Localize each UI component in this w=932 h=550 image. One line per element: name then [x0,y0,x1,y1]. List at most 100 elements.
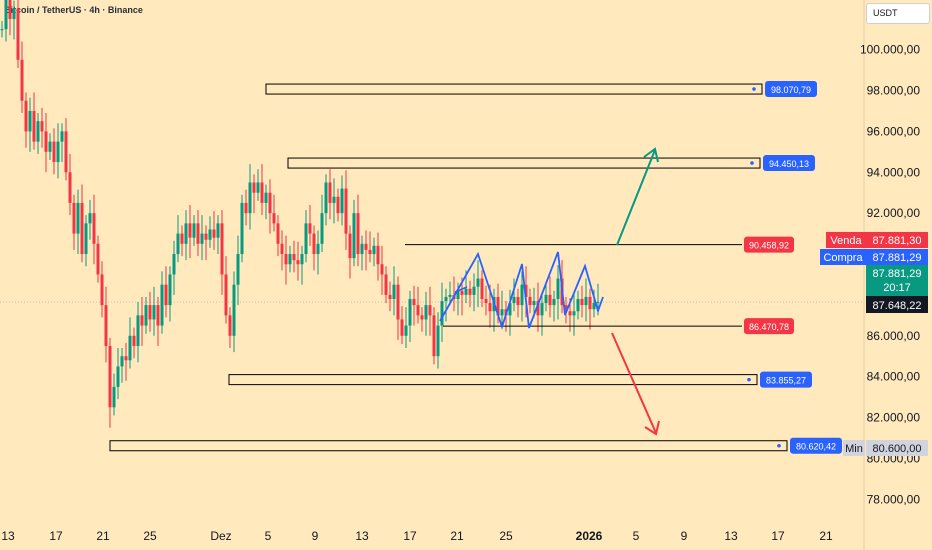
candle-body [208,229,212,240]
candle-body [20,59,24,101]
candle-body [460,290,464,295]
y-tick-label: 82.000,00 [867,411,921,425]
candle-body [324,182,328,214]
candle-body [132,335,136,346]
x-tick-label: 5 [633,529,640,543]
y-tick-label: 92.000,00 [867,206,921,220]
candle-body [180,233,184,244]
candle-body [396,284,400,320]
candle-body [476,278,480,287]
compra-label-box [820,249,866,265]
candle-body [188,223,192,238]
candle-body [204,233,208,240]
candle-body [304,223,308,255]
x-tick-label: 13 [355,529,369,543]
zone-label-box [765,81,817,98]
candle-body [400,319,404,336]
bullish-arrow [616,149,656,246]
candle-body [60,131,64,142]
candle-body [272,213,276,224]
candle-body [240,202,244,255]
candle-body [224,274,228,316]
y-tick-label: 100.000,00 [860,43,920,57]
bearish-arrow-head [644,420,660,436]
x-tick-label: 17 [771,529,785,543]
candle-body [8,0,12,19]
bullish-arrow-head [643,147,659,163]
candle-body [252,182,256,193]
candle-body [148,305,152,320]
candle-body [140,315,144,326]
candle-body [524,284,528,297]
candle-body [416,305,420,316]
compra-label: Compra [823,252,863,264]
zone-anchor-dot [777,443,781,448]
candle-body [372,245,376,255]
candle-body [144,305,148,326]
candle-body [0,29,4,31]
candle-body [548,294,552,306]
x-tick-label: 21 [450,529,464,543]
zone-label: 94.450,13 [769,159,809,169]
candle-body [200,233,204,244]
candle-body [244,202,248,214]
candle-body [92,213,96,244]
candle-body [328,182,332,203]
candle-body [236,254,240,285]
candle-body [136,315,140,346]
venda-value-box [866,232,928,248]
candle-body [420,315,424,320]
candle-body [404,325,408,336]
candle-body [152,305,156,320]
candle-body [568,311,572,316]
candle-body [516,296,520,306]
candle-body [120,356,124,367]
min-value-box [866,440,928,456]
candle-body [348,233,352,259]
line-label-box [744,236,794,253]
zone-rect [287,157,761,169]
x-tick-label: 9 [681,529,688,543]
candle-body [500,309,504,316]
line-label: 86.470,78 [749,322,789,332]
x-tick-label: 5 [265,529,272,543]
candle-body [72,202,76,234]
zone-anchor-dot [752,87,756,91]
zone-rect [228,374,758,386]
candle-body [116,366,120,387]
candle-body [16,8,20,60]
candle-body [232,284,236,336]
candle-body [284,254,288,265]
candle-body [540,303,544,316]
candle-body [156,305,160,326]
candle-body [464,288,468,295]
candle-body [352,213,356,259]
x-tick-label: 21 [819,529,833,543]
candle-body [336,196,340,214]
y-tick-label: 84.000,00 [867,370,921,384]
candle-body [28,110,32,132]
candle-body [124,356,128,361]
y-tick-label: 96.000,00 [867,124,921,138]
x-tick-label: 2026 [576,529,603,543]
zone-label-box [760,371,812,388]
candle-body [520,284,524,306]
chart-title: Bitcoin / TetherUS · 4h · Binance [4,5,143,15]
zone-rect [109,440,788,452]
x-tick-label: 17 [49,529,63,543]
candle-body [172,254,176,275]
candle-body [532,301,536,306]
candle-body [340,188,344,214]
x-tick-label: Dez [210,529,231,543]
candle-body [428,305,432,316]
y-tick-label: 78.000,00 [867,492,921,506]
zone-rect [265,83,763,95]
candle-body [448,294,452,297]
candle-body [220,223,224,275]
candle-body [508,303,512,316]
currency-button[interactable]: USDT [866,3,930,24]
min-label-box [843,440,865,456]
candle-body [344,188,348,234]
